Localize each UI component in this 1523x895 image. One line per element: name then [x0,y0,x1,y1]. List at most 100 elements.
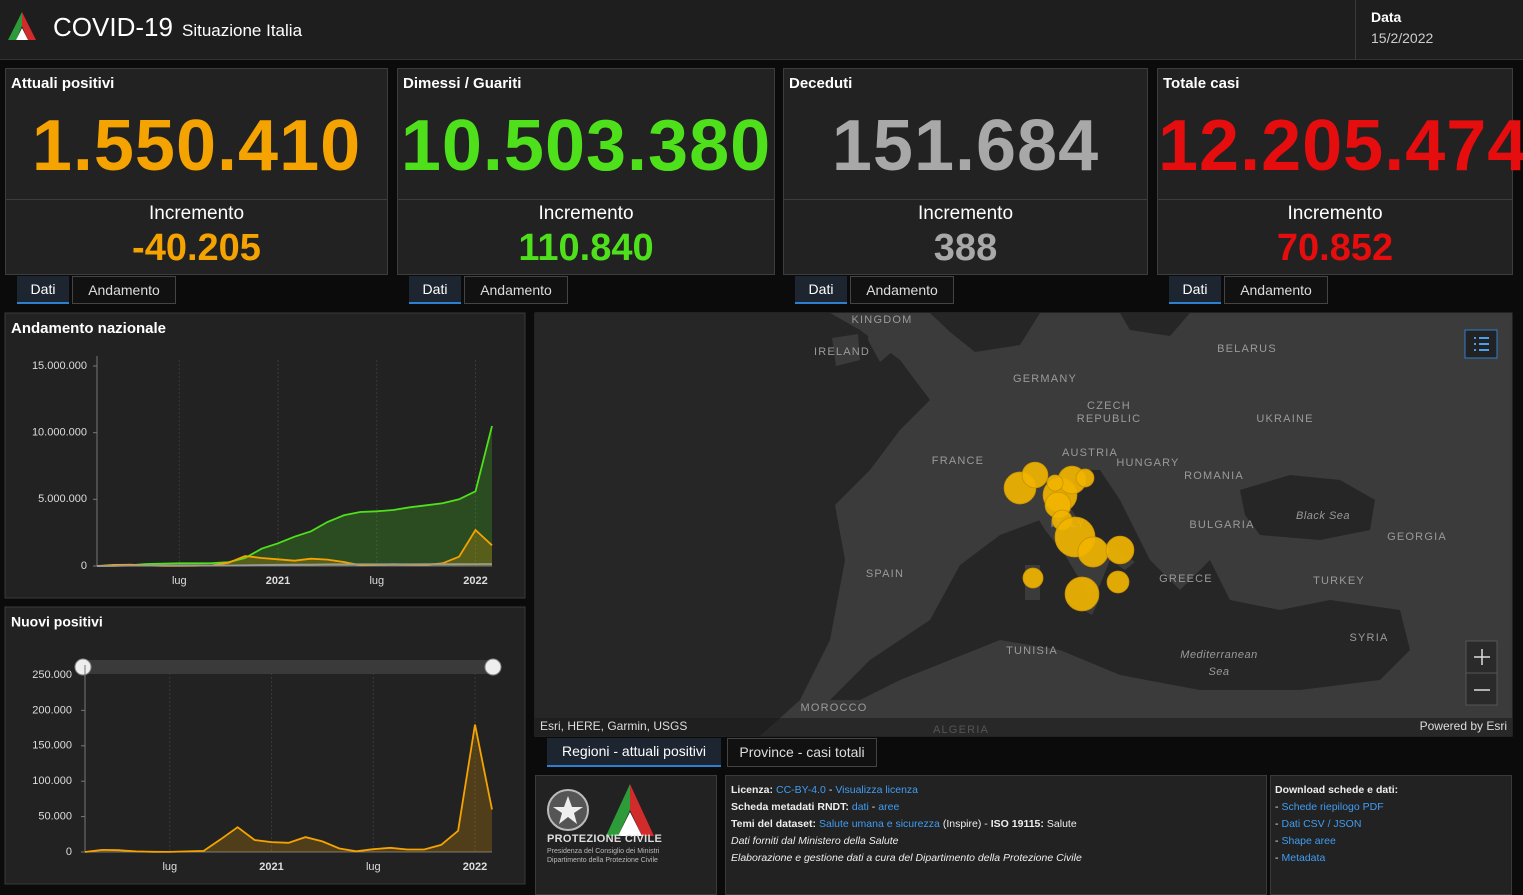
legend-button[interactable] [1464,329,1498,359]
divider [784,199,1147,200]
link[interactable]: Salute umana e sicurezza [819,818,940,830]
x-tick-label: lug [369,575,384,587]
map-label: KINGDOM [852,314,913,326]
tab[interactable]: Andamento [72,276,176,304]
slider-handle[interactable] [484,658,502,676]
download-panel: Download schede e dati: - Schede riepilogo… [1270,775,1512,895]
kpi-card: Attuali positivi 1.550.410 Incremento -40.2… [5,68,388,275]
tab[interactable]: Regioni - attuali positivi [547,738,721,767]
bubble[interactable] [1046,474,1064,492]
bubble[interactable] [1021,461,1049,489]
tab[interactable]: Andamento [1224,276,1328,304]
map-label: UKRAINE [1256,413,1313,425]
tab[interactable]: Dati [795,276,847,304]
map-label: Mediterranean [1180,649,1257,661]
app-subtitle: Situazione Italia [182,21,303,40]
y-tick-label: 200.000 [32,704,72,716]
text: - [828,784,833,796]
link[interactable]: Dati CSV / JSON [1281,818,1362,830]
card-value: 151.684 [831,106,1100,186]
logo-part [22,12,36,40]
bubble[interactable] [1077,536,1109,568]
map-label: SPAIN [866,568,904,580]
logo-part [8,12,22,40]
line-chart: lug 2021 lug 2022 0 5.000.000 10.000.000 15.000… [32,356,493,587]
chart-title: Nuovi positivi [11,614,103,630]
link[interactable]: Metadata [1281,852,1326,864]
divider [1355,0,1356,60]
map-label: IRELAND [814,346,870,358]
text: Download schede e dati: [1275,784,1399,796]
zoom-in[interactable] [1474,649,1490,665]
tab[interactable]: Dati [1169,276,1221,304]
tab[interactable]: Andamento [464,276,568,304]
app-title: COVID-19 [53,12,173,42]
increment-label: Incremento [917,203,1014,224]
logo-part [606,784,630,836]
card-value: 1.550.410 [31,106,362,186]
y-tick-label: 50.000 [38,811,72,823]
increment-value: -40.205 [132,227,261,269]
line [96,425,493,567]
map-label: ROMANIA [1184,470,1244,482]
link[interactable]: Schede riepilogo PDF [1281,801,1384,813]
water [930,313,1190,352]
tab[interactable]: Dati [409,276,461,304]
tab[interactable]: Dati [17,276,69,304]
map-label: GERMANY [1013,373,1077,385]
text: - [1275,835,1279,847]
x-tick-label: lug [162,861,177,873]
line-chart: lug 2021 lug 2022 0 50.000 100.000 150.000 200.0… [32,665,493,873]
link[interactable]: dati [851,801,869,813]
text-line: - Dati CSV / JSON [1275,816,1511,833]
area [97,426,492,566]
x-tick-label: 2021 [266,575,290,587]
map-label: HUNGARY [1116,457,1179,469]
card-value: 10.503.380 [400,106,772,186]
bubble[interactable] [1064,576,1100,612]
x-tick-label: lug [172,575,187,587]
text: Licenza: [731,784,774,796]
text-line: Download schede e dati: [1275,782,1511,799]
link[interactable]: aree [878,801,900,813]
text: Elaborazione e gestione dati a cura del … [731,852,1082,864]
map-label: REPUBLIC [1077,413,1142,425]
link[interactable]: CC-BY-4.0 [776,784,826,796]
range-slider[interactable] [83,660,493,674]
text: Temi del dataset: [731,818,816,830]
divider [398,199,774,200]
header: COVID-19 Situazione Italia Data 15/2/202… [0,0,1523,60]
x-tick-label: 2022 [463,575,487,587]
map-label: BELARUS [1217,343,1277,355]
text: Salute [1046,818,1077,830]
tab[interactable]: Province - casi totali [727,738,877,767]
slider-handle[interactable] [74,658,92,676]
text-line: Licenza: CC-BY-4.0- Visualizza licenza [731,782,1266,799]
map-label: TUNISIA [1006,645,1058,657]
map-label: GEORGIA [1387,531,1447,543]
text: Dati forniti dal Ministero della Salute [731,835,899,847]
tab[interactable]: Andamento [850,276,954,304]
icon [1474,337,1489,351]
line [84,724,493,853]
map-label: AUSTRIA [1062,447,1118,459]
powered-by[interactable]: Powered by Esri [1420,719,1507,733]
card-title: Totale casi [1163,75,1240,92]
bubble[interactable] [1022,567,1044,589]
water [535,313,930,736]
logo-line: Dipartimento della Protezione Civile [547,857,658,864]
bubble[interactable] [1105,535,1135,565]
y-tick-label: 5.000.000 [38,493,87,505]
x-tick-label: 2021 [259,861,283,873]
y-tick-label: 0 [66,846,72,858]
card-value: 12.205.474 [1158,106,1523,186]
x-tick-label: lug [366,861,381,873]
bubble[interactable] [1075,468,1095,488]
link[interactable]: Shape aree [1281,835,1336,847]
increment-value: 110.840 [518,227,654,269]
text-line: Scheda metadati RNDT: dati - aree [731,799,1266,816]
bubble[interactable] [1106,570,1130,594]
link[interactable]: Visualizza licenza [835,784,919,796]
map-label: GREECE [1159,573,1213,585]
text-line: Dati forniti dal Ministero della Salute [731,833,1266,850]
